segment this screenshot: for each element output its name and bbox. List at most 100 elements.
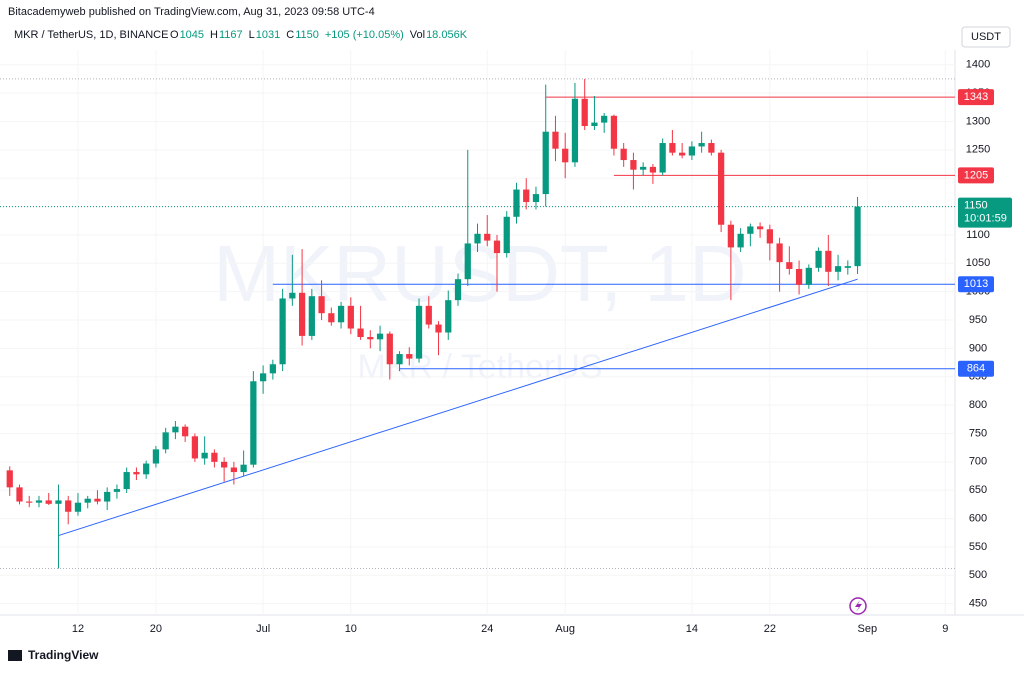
candle-body: [367, 337, 374, 340]
watermark-subtitle: MKR / TetherUS: [357, 348, 602, 386]
candle-body: [776, 243, 783, 263]
candle-body: [435, 324, 442, 333]
candle-body: [591, 122, 598, 127]
legend-label: L: [249, 29, 255, 41]
level-price-box: [958, 167, 994, 184]
candle-body: [532, 194, 540, 203]
level-price-box: [958, 360, 994, 377]
candle-body: [16, 487, 23, 502]
candle-body: [834, 266, 842, 272]
y-tick-label: 650: [969, 484, 987, 496]
candle-body: [649, 166, 657, 173]
candle-body: [795, 268, 803, 285]
candle-body: [445, 300, 452, 333]
y-tick-label: 900: [969, 342, 987, 354]
candle-body: [240, 464, 247, 473]
publish-header: Bitacademyweb published on TradingView.c…: [8, 6, 375, 18]
events-icon-bolt: [855, 600, 862, 612]
candle-body: [308, 296, 315, 336]
candle-body: [347, 305, 354, 329]
candle-body: [474, 233, 481, 244]
level-price-label: 1343: [964, 91, 988, 103]
candle-body: [815, 250, 822, 268]
candle-body: [279, 298, 286, 365]
legend-value: 1031: [256, 29, 280, 41]
legend-volume-value: 18.056K: [426, 29, 468, 41]
candle-body: [376, 333, 384, 340]
level-price-box: [958, 276, 994, 293]
candle-body: [74, 502, 82, 512]
candle-body: [562, 148, 569, 163]
candle-body: [425, 305, 432, 325]
candle-body: [386, 333, 393, 365]
candle-body: [698, 143, 705, 147]
candle-body: [65, 500, 72, 512]
candle-body: [727, 224, 734, 248]
candle-body: [552, 131, 559, 149]
candle-body: [493, 240, 501, 254]
x-tick-label: Aug: [555, 623, 575, 635]
currency-button[interactable]: [961, 26, 1011, 48]
candle-body: [454, 279, 462, 301]
candle-body: [45, 500, 52, 504]
y-tick-label: 1250: [966, 144, 990, 156]
candle-body: [542, 131, 549, 195]
candle-body: [610, 115, 618, 149]
candle-body: [318, 296, 325, 314]
legend-label: H: [210, 29, 218, 41]
candle-body: [289, 292, 296, 299]
level-price-box: [958, 89, 994, 106]
legend-value: 1045: [180, 29, 204, 41]
candle-body: [191, 436, 199, 459]
candle-body: [571, 98, 579, 163]
candle-body: [688, 146, 696, 156]
events-icon[interactable]: [849, 597, 867, 615]
candle-body: [844, 266, 851, 268]
y-tick-label: 1100: [966, 229, 990, 241]
legend-label: C: [286, 29, 294, 41]
candle-body: [133, 472, 140, 475]
candle-body: [6, 470, 13, 488]
candle-body: [55, 500, 62, 504]
y-tick-label: 1050: [966, 257, 990, 269]
x-tick-label: Sep: [858, 623, 878, 635]
candle-body: [269, 364, 276, 374]
candle-body: [854, 206, 861, 267]
footer-logo: [8, 650, 22, 661]
candle-body: [211, 452, 218, 462]
legend: MKR / TetherUS, 1D, BINANCE O 1045 H 1167 L 1…: [14, 29, 468, 41]
trendline: [58, 278, 858, 537]
candle-body: [659, 143, 666, 173]
candle-body: [620, 148, 627, 161]
candle-body: [718, 152, 725, 225]
x-tick-label: 24: [481, 623, 493, 635]
candle-body: [328, 313, 335, 323]
level-price-label: 1013: [964, 278, 988, 290]
candle-body: [152, 449, 160, 464]
candle-body: [464, 243, 471, 280]
candle-body: [766, 229, 773, 244]
y-tick-label: 500: [969, 569, 987, 581]
x-tick-label: 22: [764, 623, 776, 635]
candle-body: [259, 373, 267, 382]
currency-label: USDT: [971, 31, 1001, 43]
current-price-label: 1150: [964, 199, 988, 211]
legend-value: 1167: [219, 29, 243, 41]
candle-body: [94, 498, 101, 502]
level-price-label: 864: [967, 363, 985, 375]
candle-body: [337, 305, 345, 323]
y-tick-label: 1300: [966, 115, 990, 127]
candle-body: [484, 233, 491, 241]
legend-label: O: [170, 29, 179, 41]
candle-body: [523, 189, 530, 203]
x-tick-label: 12: [72, 623, 84, 635]
legend-change: +105 (+10.05%): [325, 29, 404, 41]
candle-body: [805, 267, 812, 285]
candle-body: [298, 292, 306, 336]
candle-body: [756, 226, 764, 230]
x-tick-label: 10: [345, 623, 357, 635]
candle-body: [182, 426, 189, 437]
candle-body: [104, 491, 111, 502]
candle-body: [113, 489, 121, 492]
legend-value: 1150: [295, 29, 319, 41]
